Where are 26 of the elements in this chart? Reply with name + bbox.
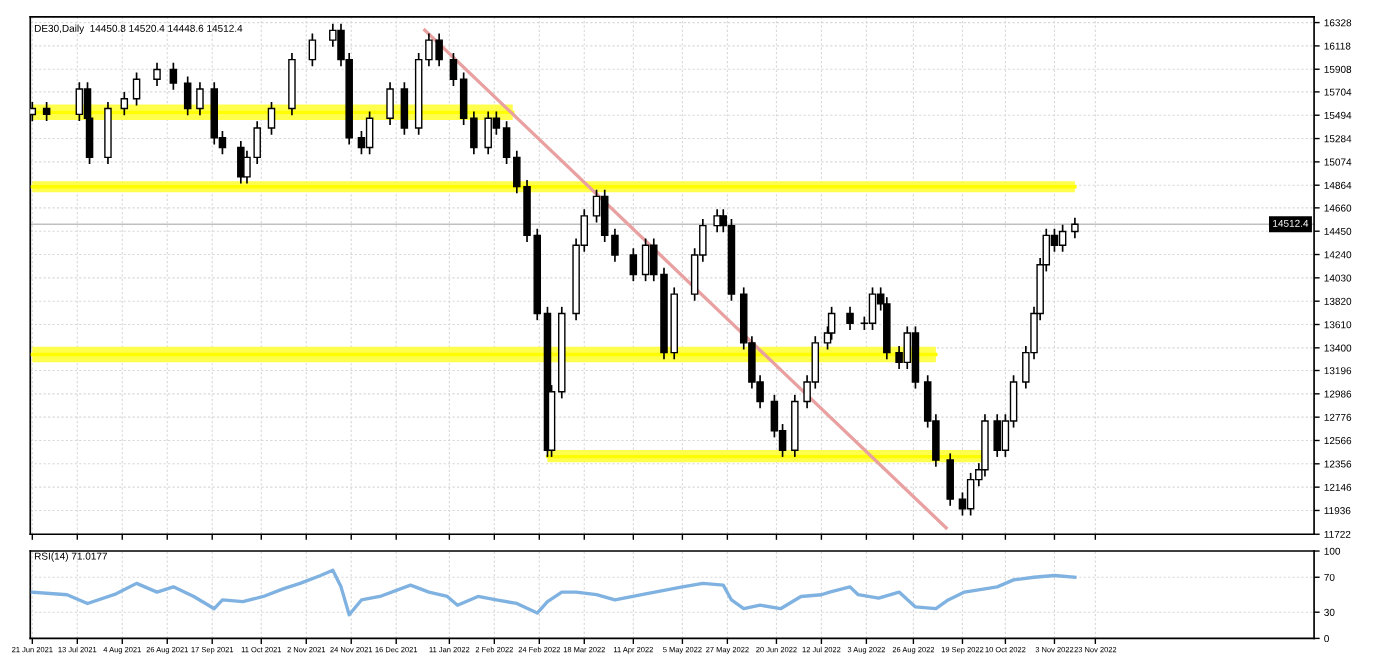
- candlestick: [308, 32, 317, 68]
- candlestick: [868, 286, 877, 331]
- candlestick: [237, 140, 245, 185]
- candlestick: [946, 452, 954, 507]
- line-series: [30, 568, 1077, 617]
- candlestick: [183, 75, 192, 117]
- candlestick: [1071, 216, 1079, 240]
- candlestick: [966, 472, 975, 517]
- candlestick: [196, 81, 204, 117]
- candlestick: [75, 81, 84, 122]
- candlestick: [42, 101, 51, 122]
- candlestick: [386, 81, 394, 126]
- candlestick: [846, 306, 854, 331]
- candlestick: [400, 81, 409, 136]
- candlestick: [484, 110, 492, 156]
- candlestick: [267, 101, 276, 136]
- candlestick: [169, 61, 178, 91]
- candlestick: [641, 237, 650, 283]
- candlestick: [993, 413, 1001, 458]
- candlestick: [120, 91, 129, 117]
- candlestick: [629, 247, 638, 283]
- candlestick: [153, 61, 161, 87]
- candlestick: [365, 110, 374, 156]
- candlestick: [713, 208, 721, 234]
- candlestick: [132, 71, 141, 107]
- candlestick: [1058, 224, 1067, 253]
